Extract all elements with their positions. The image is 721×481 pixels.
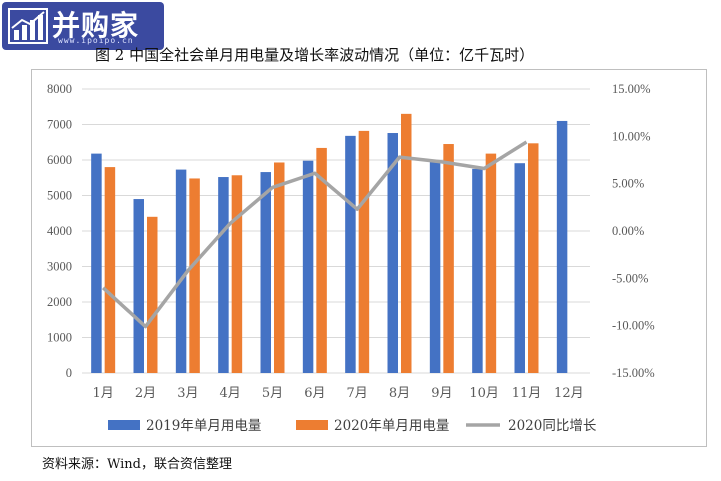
- bar-2019: [91, 153, 102, 373]
- x-tick-label: 1月: [93, 386, 114, 401]
- y-left-tick-label: 4000: [47, 224, 72, 238]
- x-tick-label: 12月: [554, 386, 584, 401]
- y-left-tick-label: 3000: [47, 260, 72, 274]
- y-left-tick-label: 0: [66, 366, 72, 380]
- y-left-tick-label: 2000: [47, 295, 72, 309]
- y-left-tick-label: 7000: [47, 118, 72, 132]
- x-tick-label: 10月: [469, 386, 499, 401]
- bar-2019: [472, 168, 483, 373]
- x-tick-label: 4月: [220, 386, 241, 401]
- logo-text: 并购家: [52, 9, 140, 42]
- bar-2020: [231, 175, 243, 373]
- bar-2019: [302, 160, 314, 373]
- bar-2019: [218, 177, 229, 373]
- bar-2020: [358, 130, 370, 373]
- legend-label: 2020同比增长: [508, 418, 597, 434]
- x-tick-label: 5月: [262, 386, 283, 401]
- y-right-tick-label: -10.00%: [612, 319, 655, 333]
- y-left-tick-label: 1000: [47, 331, 72, 345]
- bar-2020: [104, 167, 116, 373]
- bar-2019: [387, 133, 398, 373]
- legend-label: 2019年单月用电量: [146, 418, 261, 434]
- bar-2019: [556, 120, 568, 373]
- x-tick-label: 9月: [431, 386, 452, 401]
- y-left-tick-label: 6000: [47, 153, 72, 167]
- y-right-tick-label: -5.00%: [612, 271, 648, 285]
- bar-2019: [429, 160, 441, 373]
- chart-frame: [31, 69, 707, 447]
- y-right-tick-label: 10.00%: [612, 129, 651, 143]
- logo: 并购家 www.ipoipo.cn: [2, 2, 164, 50]
- x-tick-label: 7月: [347, 386, 368, 401]
- bar-2020: [147, 216, 158, 373]
- y-right-tick-label: 0.00%: [612, 224, 644, 238]
- legend-label: 2020年单月用电量: [334, 418, 449, 434]
- bar-2019: [133, 199, 144, 373]
- x-tick-label: 11月: [512, 386, 542, 401]
- figure-title: 图 2 中国全社会单月用电量及增长率波动情况（单位：亿千瓦时）: [95, 46, 535, 64]
- source-note: 资料来源：Wind，联合资信整理: [42, 457, 232, 472]
- bar-2019: [514, 163, 525, 373]
- logo-subtext: www.ipoipo.cn: [58, 36, 134, 45]
- y-left-tick-label: 5000: [47, 189, 72, 203]
- x-tick-label: 3月: [177, 386, 198, 401]
- legend-swatch: [108, 420, 140, 430]
- bar-2019: [260, 172, 271, 373]
- y-left-tick-label: 8000: [47, 82, 72, 96]
- x-tick-label: 8月: [389, 386, 410, 401]
- x-tick-label: 2月: [135, 386, 156, 401]
- y-right-tick-label: 5.00%: [612, 177, 644, 191]
- bar-2020: [189, 178, 200, 373]
- y-right-tick-label: -15.00%: [612, 366, 655, 380]
- bar-2020: [443, 144, 454, 373]
- logo-chart-icon: [8, 8, 48, 44]
- bar-2020: [274, 162, 285, 373]
- bar-2020: [528, 143, 539, 373]
- legend-swatch: [296, 420, 328, 430]
- bar-2020: [401, 113, 412, 373]
- growth-line: [101, 140, 528, 329]
- y-right-tick-label: 15.00%: [612, 82, 651, 96]
- bar-2019: [175, 169, 187, 373]
- bar-2019: [345, 135, 356, 373]
- bar-2020: [485, 153, 497, 373]
- x-tick-label: 6月: [304, 386, 325, 401]
- bar-2020: [316, 147, 327, 373]
